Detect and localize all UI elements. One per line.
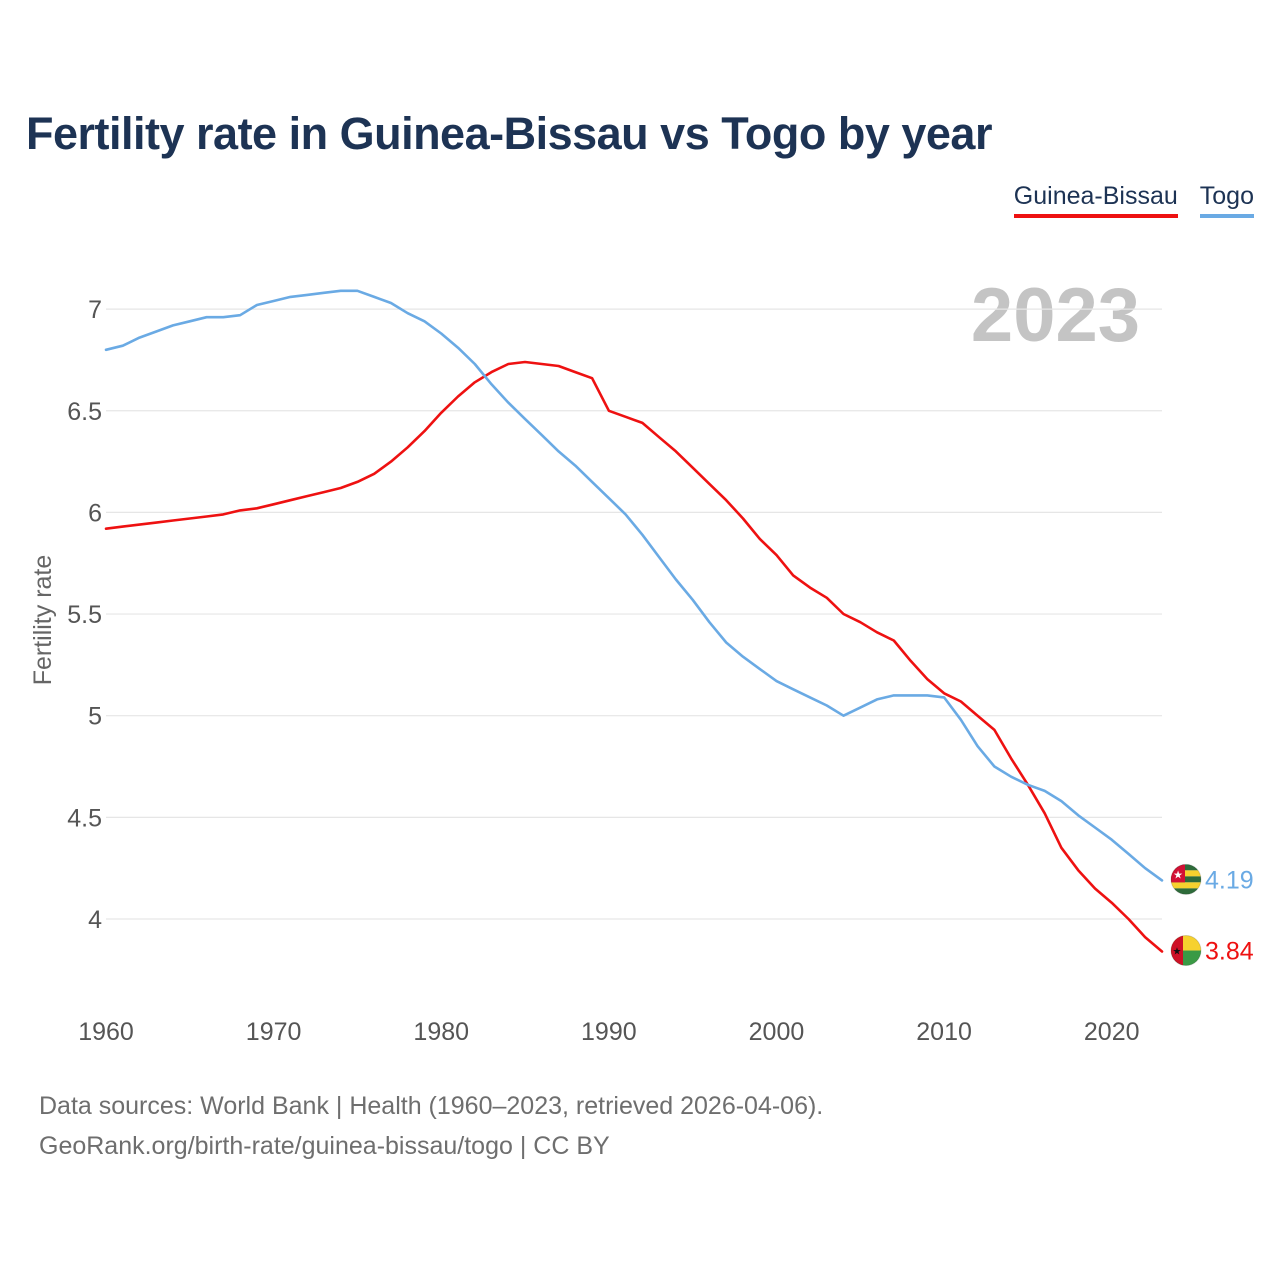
x-tick-label: 2020 — [1084, 1018, 1140, 1046]
x-tick-label: 1990 — [581, 1018, 637, 1046]
x-tick-label: 1980 — [413, 1018, 469, 1046]
y-tick-label: 5.5 — [67, 601, 102, 629]
svg-text:★: ★ — [1173, 947, 1182, 958]
end-value-label-guinea-bissau: 3.84 — [1205, 938, 1254, 966]
y-tick-label: 4.5 — [67, 804, 102, 832]
year-watermark: 2023 — [970, 273, 1140, 358]
y-tick-label: 6 — [88, 499, 102, 527]
series-line-guinea-bissau[interactable] — [104, 360, 1164, 953]
gridlines — [106, 308, 1162, 920]
footer: Data sources: World Bank | Health (1960–… — [39, 1086, 823, 1166]
legend-item-togo[interactable]: Togo — [1199, 182, 1254, 218]
end-value-label-togo: 4.19 — [1205, 866, 1254, 894]
end-markers: ★ 3.84 ★ 4.19 — [1170, 863, 1254, 967]
x-tick-label: 2000 — [749, 1018, 805, 1046]
data-sources-text: Data sources: World Bank | Health (1960–… — [39, 1092, 824, 1120]
legend-item-guinea-bissau[interactable]: Guinea-Bissau — [1013, 182, 1178, 218]
flag-icon-togo: ★ — [1170, 863, 1202, 895]
source-link[interactable]: GeoRank.org/birth-rate/guinea-bissau/tog… — [39, 1132, 610, 1160]
x-tick-label: 2010 — [916, 1018, 972, 1046]
y-tick-label: 4 — [88, 906, 102, 934]
legend: Guinea-Bissau Togo — [1013, 182, 1254, 218]
x-axis-ticks: 1960 1970 1980 1990 2000 2010 2020 — [78, 1018, 1139, 1046]
series-lines — [104, 289, 1164, 953]
svg-text:★: ★ — [1173, 869, 1183, 881]
series-line-togo[interactable] — [104, 289, 1164, 882]
x-tick-label: 1970 — [246, 1018, 302, 1046]
y-tick-label: 7 — [88, 296, 102, 324]
x-tick-label: 1960 — [78, 1018, 134, 1046]
y-axis-label: Fertility rate — [29, 555, 57, 686]
flag-icon-guinea-bissau: ★ — [1170, 935, 1202, 967]
y-tick-label: 5 — [88, 703, 102, 731]
chart-title: Fertility rate in Guinea-Bissau vs Togo … — [26, 108, 992, 159]
y-tick-label: 6.5 — [67, 398, 102, 426]
y-axis-ticks: 4 4.5 5 5.5 6 6.5 7 — [67, 296, 102, 934]
